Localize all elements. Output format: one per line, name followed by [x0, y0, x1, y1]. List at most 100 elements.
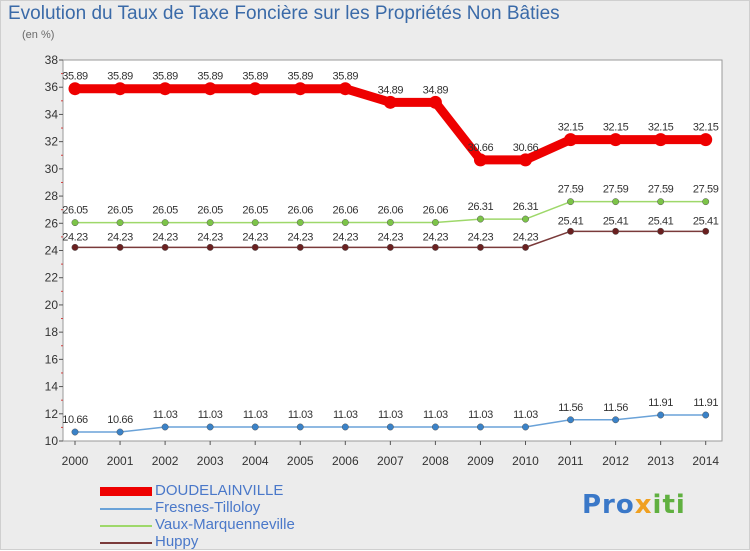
- y-tick-label: 22: [45, 271, 59, 285]
- data-point: [296, 219, 304, 226]
- data-point: [567, 416, 574, 424]
- data-point: [612, 227, 620, 235]
- legend-swatch: [100, 525, 152, 527]
- data-point: [522, 243, 529, 251]
- x-tick-label: 2010: [512, 454, 539, 468]
- chart-series: [68, 82, 713, 436]
- data-point: [116, 243, 124, 251]
- data-point: [612, 198, 620, 206]
- data-label: 26.06: [378, 204, 404, 216]
- data-point: [609, 133, 623, 147]
- data-label: 11.03: [468, 409, 493, 421]
- data-label: 25.41: [648, 215, 674, 227]
- data-point: [477, 423, 484, 431]
- x-tick-label: 2012: [602, 454, 629, 468]
- y-tick-label: 36: [45, 80, 59, 94]
- y-tick-label: 28: [45, 189, 59, 203]
- data-label: 27.59: [558, 184, 584, 196]
- data-point: [657, 198, 665, 206]
- data-label: 11.56: [603, 402, 628, 414]
- data-label: 30.66: [513, 142, 539, 154]
- chart-unit-label: (en %): [22, 29, 55, 41]
- x-tick-label: 2007: [377, 454, 404, 468]
- data-point: [473, 153, 487, 167]
- data-point: [431, 219, 439, 226]
- y-tick-label: 32: [45, 135, 59, 149]
- data-label: 25.41: [693, 215, 719, 227]
- data-point: [206, 219, 214, 227]
- data-point: [203, 82, 217, 96]
- data-label: 11.03: [288, 409, 313, 421]
- data-label: 10.66: [62, 414, 88, 426]
- legend-swatch: [100, 542, 152, 544]
- plot-area: [62, 59, 723, 442]
- data-label: 11.03: [423, 409, 448, 421]
- x-tick-label: 2009: [467, 454, 494, 468]
- data-label: 24.23: [197, 231, 223, 243]
- y-tick-label: 10: [45, 434, 59, 448]
- data-label: 35.89: [242, 71, 268, 83]
- data-label: 24.23: [423, 231, 449, 243]
- data-label: 34.89: [378, 84, 404, 96]
- data-point: [158, 82, 172, 96]
- data-point: [431, 423, 439, 431]
- legend-item-fresnes-tilloloy: Fresnes-Tilloloy: [100, 499, 400, 517]
- legend-item-vaux-marquenneville: Vaux-Marquenneville: [100, 516, 400, 534]
- data-label: 35.89: [333, 71, 359, 83]
- legend-item-huppy: Huppy: [100, 533, 400, 551]
- data-point: [702, 227, 710, 235]
- data-point: [612, 416, 620, 424]
- data-label: 24.23: [62, 231, 88, 243]
- data-label: 24.23: [242, 231, 268, 243]
- data-label: 11.91: [648, 397, 673, 409]
- data-label: 32.15: [693, 122, 719, 134]
- data-point: [564, 133, 578, 147]
- legend-label: Huppy: [155, 533, 199, 550]
- legend-label: DOUDELAINVILLE: [155, 482, 284, 499]
- data-label: 26.06: [333, 204, 359, 216]
- data-point: [383, 95, 397, 109]
- data-point: [386, 423, 394, 431]
- data-point: [296, 423, 304, 431]
- data-point: [657, 227, 665, 235]
- legend-label: Vaux-Marquenneville: [155, 516, 295, 533]
- data-point: [386, 219, 394, 226]
- data-point: [161, 219, 169, 227]
- data-label: 26.05: [197, 205, 223, 217]
- data-point: [161, 423, 169, 431]
- data-point: [341, 423, 349, 431]
- data-label: 26.06: [287, 204, 313, 216]
- data-label: 11.03: [513, 409, 538, 421]
- data-label: 10.66: [107, 414, 133, 426]
- data-point: [71, 243, 79, 251]
- data-point: [522, 215, 529, 223]
- y-tick-label: 26: [45, 216, 59, 230]
- x-tick-label: 2006: [332, 454, 359, 468]
- data-label: 11.03: [333, 409, 358, 421]
- data-label: 35.89: [62, 71, 88, 83]
- data-label: 26.05: [62, 205, 88, 217]
- data-label: 24.23: [333, 231, 359, 243]
- data-label: 35.89: [107, 71, 133, 83]
- x-tick-label: 2011: [558, 454, 584, 468]
- x-tick-label: 2004: [242, 454, 269, 468]
- chart-axes: 10 12 14 16 18 20 22 24 26 28 30 32 34 36 38 2000 2001 20…: [45, 53, 723, 468]
- data-point: [699, 133, 713, 147]
- data-label: 27.59: [648, 184, 674, 196]
- legend-swatch: [100, 508, 152, 510]
- data-label: 26.05: [107, 205, 133, 217]
- data-label: 11.03: [153, 409, 178, 421]
- data-label: 26.05: [242, 205, 268, 217]
- data-point: [567, 198, 574, 206]
- data-label: 24.23: [513, 231, 539, 243]
- data-point: [654, 133, 668, 147]
- data-point: [251, 243, 259, 251]
- data-label: 26.31: [468, 201, 494, 213]
- chart-title: Evolution du Taux de Taxe Foncière sur l…: [8, 3, 560, 24]
- data-point: [251, 219, 259, 227]
- data-point: [341, 219, 349, 226]
- data-point: [206, 243, 214, 251]
- y-tick-label: 12: [45, 407, 59, 421]
- data-point: [477, 243, 484, 251]
- x-tick-label: 2000: [62, 454, 89, 468]
